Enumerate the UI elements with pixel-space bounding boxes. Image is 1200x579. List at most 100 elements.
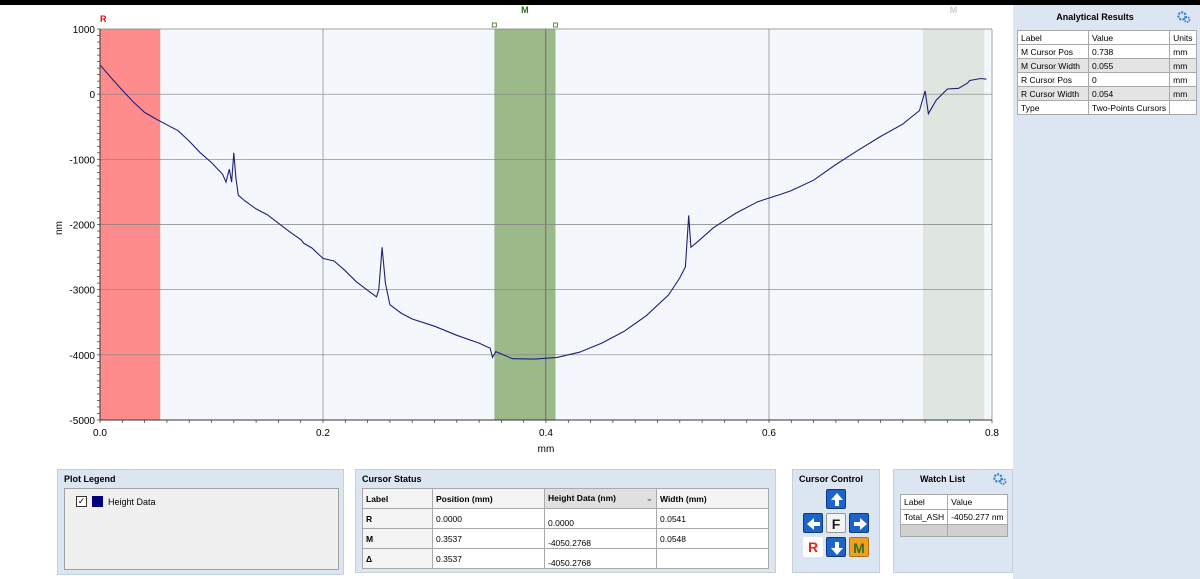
x-tick-label: 0.8 <box>985 428 999 439</box>
cursor-height: -4050.2768 <box>544 548 657 569</box>
cursor-width: 0.0548 <box>656 528 769 549</box>
axes <box>97 28 993 423</box>
table-row[interactable]: M Cursor Width 0.055 mm <box>1017 58 1197 73</box>
cursor-status-table: Label Position (mm) Height Data (nm) ⌄ Wi… <box>362 488 769 569</box>
cursor-down-button[interactable] <box>826 537 846 557</box>
watch-value: -4050.277 nm <box>947 509 1008 525</box>
column-header-label: Height Data (nm) <box>548 493 616 503</box>
cursor-position: 0.0000 <box>432 508 545 529</box>
y-tick-label: -4000 <box>69 351 95 362</box>
legend-item-label: Height Data <box>108 497 156 507</box>
y-axis-label: nm <box>54 221 65 235</box>
cursor-right-button[interactable] <box>849 513 869 533</box>
cursor-labels[interactable]: RM M <box>100 5 958 28</box>
table-row[interactable]: R Cursor Width 0.054 mm <box>1017 86 1197 101</box>
results-settings-gear-icon[interactable] <box>1177 10 1191 24</box>
x-tick-label: 0.4 <box>539 428 553 439</box>
column-header: Label <box>1017 30 1089 45</box>
cursor-width: 0.0541 <box>656 508 769 529</box>
x-tick-label: 0.2 <box>316 428 330 439</box>
table-header-row: Label Position (mm) Height Data (nm) ⌄ Wi… <box>362 488 769 509</box>
column-header: Label <box>899 494 949 510</box>
table-row[interactable]: R Cursor Pos 0 mm <box>1017 72 1197 87</box>
y-tick-label: -5000 <box>69 416 95 427</box>
cursor-label-r: R <box>100 14 107 24</box>
cursor-position: 0.3537 <box>432 528 545 549</box>
column-header: Value <box>947 494 1008 510</box>
legend-color-swatch <box>92 496 103 507</box>
plot-legend-title: Plot Legend <box>64 474 116 484</box>
cursor-position: 0.3537 <box>432 548 545 569</box>
result-unit: mm <box>1169 86 1197 101</box>
result-value: 0.055 <box>1087 58 1171 73</box>
y-tick-label: 0 <box>89 90 95 101</box>
x-tick-label: 0.0 <box>93 428 107 439</box>
table-header-row: Label Value Units <box>1017 30 1197 45</box>
cursor-handle <box>491 22 497 28</box>
y-tick-label: -3000 <box>69 286 95 297</box>
cursor-control-panel: Cursor Control F R M <box>792 469 880 573</box>
cursor-label: M <box>362 528 433 549</box>
cursor-width <box>656 548 769 569</box>
result-unit: mm <box>1169 72 1197 87</box>
cursor-label: R <box>362 508 433 529</box>
cursor-label: Δ <box>362 548 433 569</box>
column-header: Units <box>1169 30 1197 45</box>
table-row[interactable]: Type Two-Points Cursors <box>1017 100 1197 115</box>
height-profile-chart[interactable]: 0.0 0.2 0.4 0.6 0.8 1000 0 -1000 -2000 -3000 -4000… <box>0 0 1012 462</box>
table-row[interactable]: R 0.0000 0.0000 0.0541 <box>362 508 769 529</box>
cursor-fit-button[interactable]: F <box>826 513 846 533</box>
cursor-left-button[interactable] <box>803 513 823 533</box>
cursor-height: 0.0000 <box>544 508 657 529</box>
table-row[interactable]: M Cursor Pos 0.738 mm <box>1017 44 1197 59</box>
table-row[interactable]: M 0.3537 -4050.2768 0.0548 <box>362 528 769 549</box>
result-label: R Cursor Pos <box>1017 72 1089 87</box>
column-header[interactable]: Label <box>362 488 433 509</box>
top-bar <box>0 0 1200 5</box>
legend-list: ✓ Height Data <box>64 488 339 570</box>
watch-list-table: Label Value Total_ASH -4050.277 nm <box>899 494 1008 537</box>
arrow-right-icon <box>854 518 867 530</box>
result-value: 0.054 <box>1087 86 1171 101</box>
result-unit: mm <box>1169 44 1197 59</box>
analytical-results-table: Label Value Units M Cursor Pos 0.738 mm … <box>1017 30 1197 115</box>
cursor-status-title: Cursor Status <box>362 474 422 484</box>
result-value: 0.738 <box>1087 44 1171 59</box>
select-r-cursor-button[interactable]: R <box>803 537 823 557</box>
empty-cell <box>947 524 1008 537</box>
table-row-empty[interactable] <box>899 524 1008 537</box>
cursor-label-m: M <box>521 5 529 15</box>
watch-settings-gear-icon[interactable] <box>993 472 1007 486</box>
y-tick-label: 1000 <box>73 25 96 36</box>
result-label: Type <box>1017 100 1089 115</box>
arrow-left-icon <box>807 518 820 530</box>
empty-cell <box>899 524 949 537</box>
table-row[interactable]: Δ 0.3537 -4050.2768 <box>362 548 769 569</box>
tick-labels: 0.0 0.2 0.4 0.6 0.8 1000 0 -1000 -2000 -3000 -4000… <box>69 25 999 439</box>
column-header-sorted[interactable]: Height Data (nm) ⌄ <box>544 488 657 509</box>
watch-list-panel: Watch List Label Value Total_ASH -4050.2… <box>893 469 1013 573</box>
cursor-height: -4050.2768 <box>544 528 657 549</box>
cursor-status-panel: Cursor Status Label Position (mm) Height… <box>355 469 776 573</box>
result-label: M Cursor Pos <box>1017 44 1089 59</box>
cursor-up-button[interactable] <box>826 489 846 509</box>
watch-list-title: Watch List <box>920 474 966 484</box>
result-unit <box>1169 100 1197 115</box>
column-header[interactable]: Position (mm) <box>432 488 545 509</box>
sort-chevron-icon: ⌄ <box>645 493 653 503</box>
select-m-cursor-button[interactable]: M <box>849 537 869 557</box>
cursor-handle <box>552 22 558 28</box>
arrow-down-icon <box>831 542 843 555</box>
column-header: Value <box>1087 30 1171 45</box>
y-tick-label: -1000 <box>69 155 95 166</box>
table-row[interactable]: Total_ASH -4050.277 nm <box>899 509 1008 525</box>
series-layer <box>99 64 987 360</box>
height-data-checkbox[interactable]: ✓ <box>76 496 87 507</box>
cursor-label-m: M <box>950 5 958 15</box>
watch-label: Total_ASH <box>899 509 949 525</box>
result-value: 0 <box>1087 72 1171 87</box>
plot-legend-panel: Plot Legend ✓ Height Data <box>57 469 344 575</box>
column-header[interactable]: Width (mm) <box>656 488 769 509</box>
result-label: R Cursor Width <box>1017 86 1089 101</box>
result-unit: mm <box>1169 58 1197 73</box>
